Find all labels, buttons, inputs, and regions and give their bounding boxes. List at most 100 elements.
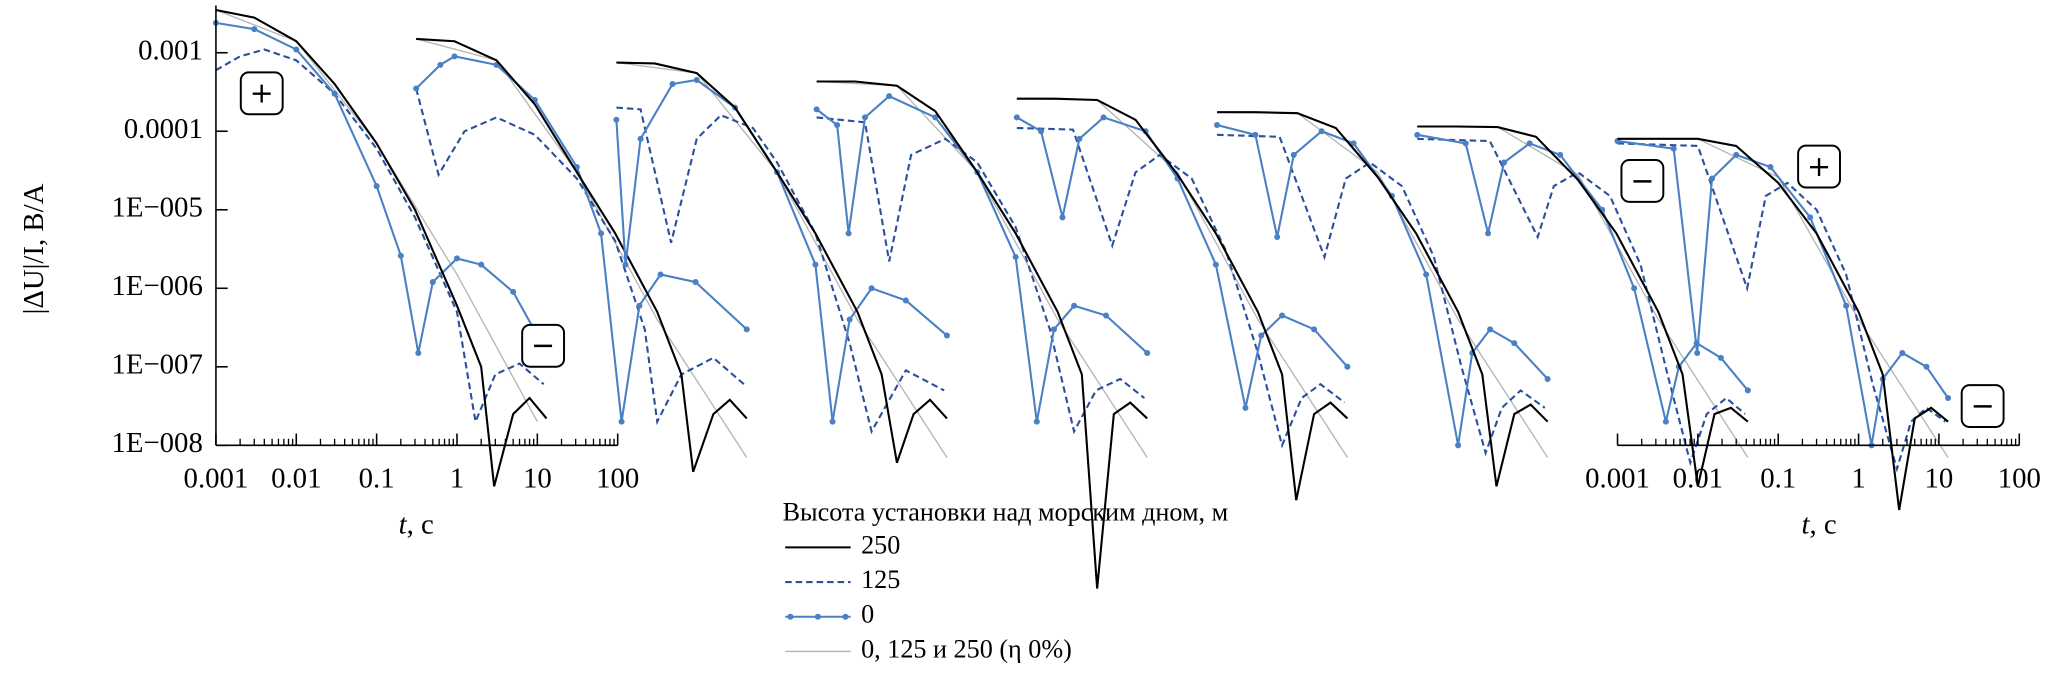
data-point: [813, 106, 820, 113]
series-line: [1217, 111, 1549, 458]
data-point: [1258, 332, 1265, 339]
legend-item: 0, 125 и 250 (η 0%): [785, 634, 1072, 663]
sign-marker: −: [1960, 384, 2005, 428]
sign-label: −: [1971, 388, 1995, 422]
data-point: [1103, 312, 1110, 319]
axes: 0.001 0.01 0.1 1 10 100 0.001 0.01 0.1 1 10 100 0.00…: [111, 5, 2041, 494]
series-line: [1617, 137, 1949, 511]
data-point: [834, 122, 841, 129]
data-point: [618, 418, 625, 425]
data-point: [451, 53, 458, 60]
legend-label: 125: [861, 565, 900, 594]
data-point: [1544, 375, 1551, 382]
x-tick-label: 0.01: [1673, 462, 1723, 494]
sign-box: [1797, 144, 1841, 189]
series-line: [1417, 125, 1749, 487]
data-point: [622, 261, 629, 268]
data-point: [1557, 151, 1564, 158]
legend-item: 250: [785, 530, 900, 559]
data-point: [902, 297, 909, 304]
legend-item: 0: [785, 600, 874, 629]
series-line: [816, 116, 1146, 435]
x-tick-label: 0.001: [1585, 462, 1650, 494]
data-point: [1290, 151, 1297, 158]
data-point: [251, 26, 258, 33]
data-point: [1350, 140, 1357, 147]
data-point: [1212, 261, 1219, 268]
data-point: [1318, 128, 1325, 135]
data-point: [1526, 140, 1533, 147]
sign-box: [521, 323, 566, 368]
data-point: [1487, 326, 1494, 333]
data-point: [1717, 354, 1724, 361]
x-tick-label: 10: [1925, 462, 1954, 494]
x-tick-label: 0.1: [359, 462, 395, 494]
plot-area: [212, 8, 1952, 589]
y-tick-label: 1E−006: [111, 270, 202, 302]
sign-box: [239, 71, 284, 116]
series-line: [1016, 97, 1349, 501]
series-line: [215, 21, 539, 354]
x-axis-label: t, с: [399, 508, 434, 540]
data-point: [932, 114, 939, 121]
series-line: [1216, 124, 1549, 446]
data-point: [1767, 164, 1774, 171]
legend-marker: [787, 613, 794, 620]
data-point: [886, 93, 893, 100]
legend-title: Высота установки над морским дном, м: [783, 498, 1229, 527]
data-point: [636, 302, 643, 309]
data-point: [598, 230, 605, 237]
legend-label: 250: [861, 530, 900, 559]
data-point: [373, 183, 380, 190]
y-tick-label: 1E−005: [111, 191, 202, 223]
sign-marker: +: [1797, 144, 1841, 189]
series-line: [815, 94, 1148, 422]
series-line: [615, 78, 948, 422]
data-point: [1242, 404, 1249, 411]
data-point: [1662, 418, 1669, 425]
data-point: [1694, 349, 1701, 356]
data-point: [812, 261, 819, 268]
data-point: [429, 279, 436, 286]
series-line: [1617, 138, 1949, 458]
data-point: [845, 230, 852, 237]
data-point: [1144, 349, 1151, 356]
sign-marker: +: [239, 71, 284, 116]
sign-label: +: [1807, 149, 1831, 183]
x-tick-label: 100: [596, 462, 639, 494]
legend-label: 0: [861, 600, 874, 629]
data-point: [1414, 131, 1421, 138]
data-point: [397, 252, 404, 259]
data-point: [293, 46, 300, 53]
data-point: [331, 90, 338, 97]
data-point: [637, 135, 644, 142]
data-point: [1279, 312, 1286, 319]
legend-marker: [814, 613, 821, 620]
data-point: [1013, 114, 1020, 121]
series-line: [1217, 111, 1549, 487]
data-point: [829, 418, 836, 425]
x-tick-label: 10: [523, 462, 552, 494]
series-line: [816, 80, 1148, 458]
series-line: [416, 37, 748, 473]
data-point: [413, 85, 420, 92]
data-point: [478, 261, 485, 268]
data-point: [1274, 233, 1281, 241]
data-point: [1038, 128, 1045, 135]
data-point: [613, 116, 620, 123]
series-line: [1417, 133, 1749, 422]
x-tick-label: 0.01: [271, 462, 321, 494]
sign-marker: −: [1620, 159, 1665, 203]
data-point: [437, 61, 444, 68]
data-point: [1843, 302, 1850, 309]
legend-marker: [842, 613, 849, 620]
series-line: [215, 8, 548, 487]
data-point: [1059, 214, 1066, 221]
data-point: [1076, 135, 1083, 142]
y-axis-label: |ΔU|/I, В/А: [18, 183, 50, 314]
x-tick-label: 1: [1851, 462, 1865, 494]
series-line: [415, 38, 748, 458]
data-point: [1945, 395, 1952, 402]
legend-item: 125: [785, 565, 900, 594]
data-point: [1012, 254, 1019, 261]
